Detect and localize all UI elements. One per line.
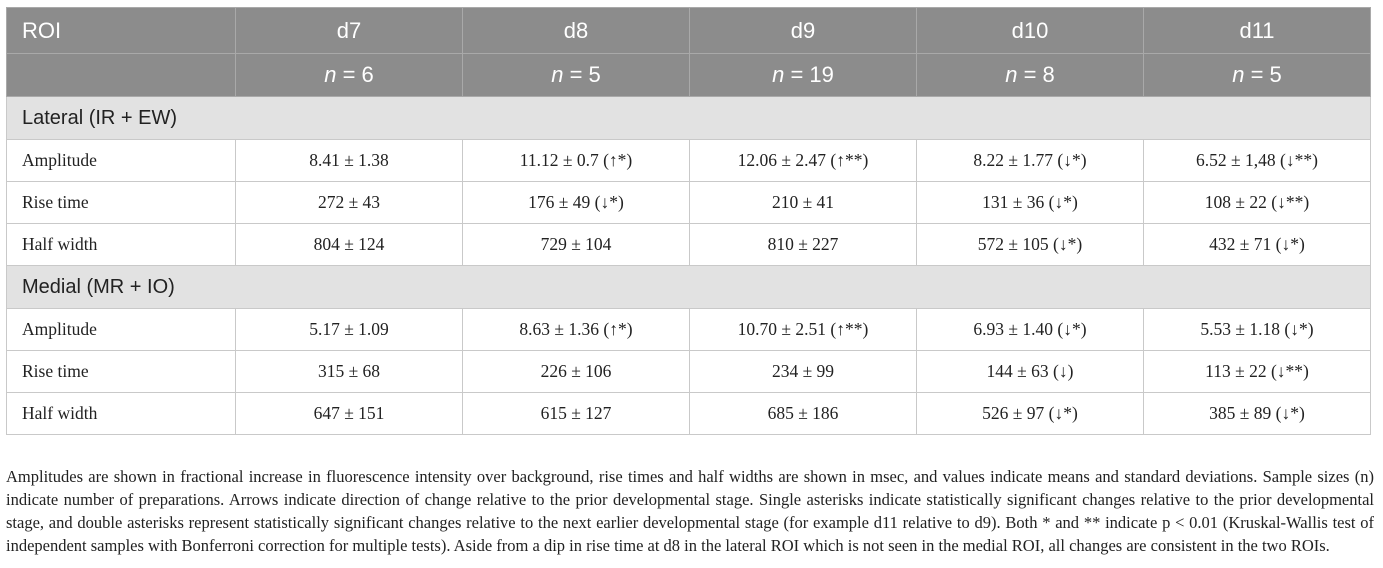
section-title-lateral: Lateral (IR + EW) — [6, 96, 1371, 140]
table-cell: 113 ± 22 (↓**) — [1143, 350, 1371, 393]
table-cell: 10.70 ± 2.51 (↑**) — [689, 308, 917, 351]
table-cell: 526 ± 97 (↓*) — [916, 392, 1144, 435]
table-cell: 272 ± 43 — [235, 181, 463, 224]
table-cell: 176 ± 49 (↓*) — [462, 181, 690, 224]
table-row: Amplitude 5.17 ± 1.09 8.63 ± 1.36 (↑*) 1… — [6, 308, 1371, 351]
table-cell: 804 ± 124 — [235, 223, 463, 266]
header-row-sample-sizes: n = 6 n = 5 n = 19 n = 8 n = 5 — [6, 53, 1371, 97]
table-cell: 226 ± 106 — [462, 350, 690, 393]
table-cell: 8.63 ± 1.36 (↑*) — [462, 308, 690, 351]
header-stage-d10: d10 — [916, 7, 1144, 54]
row-label: Rise time — [6, 350, 236, 393]
header-row-stages: ROI d7 d8 d9 d10 d11 — [6, 7, 1371, 54]
table-cell: 385 ± 89 (↓*) — [1143, 392, 1371, 435]
header-n-d7: n = 6 — [235, 53, 463, 97]
table-row: Rise time 272 ± 43 176 ± 49 (↓*) 210 ± 4… — [6, 181, 1371, 224]
table-cell: 572 ± 105 (↓*) — [916, 223, 1144, 266]
table-cell: 6.93 ± 1.40 (↓*) — [916, 308, 1144, 351]
row-label: Amplitude — [6, 139, 236, 182]
table-cell: 234 ± 99 — [689, 350, 917, 393]
table-cell: 131 ± 36 (↓*) — [916, 181, 1144, 224]
table-cell: 810 ± 227 — [689, 223, 917, 266]
header-stage-d11: d11 — [1143, 7, 1371, 54]
row-label: Amplitude — [6, 308, 236, 351]
header-stage-d9: d9 — [689, 7, 917, 54]
table-cell: 8.41 ± 1.38 — [235, 139, 463, 182]
results-table: ROI d7 d8 d9 d10 d11 n = 6 n = 5 n = 19 … — [6, 7, 1371, 435]
table-cell: 729 ± 104 — [462, 223, 690, 266]
header-empty-cell — [6, 53, 236, 97]
table-row: Half width 804 ± 124 729 ± 104 810 ± 227… — [6, 223, 1371, 266]
header-n-d8: n = 5 — [462, 53, 690, 97]
row-label: Half width — [6, 392, 236, 435]
table-cell: 5.53 ± 1.18 (↓*) — [1143, 308, 1371, 351]
table-cell: 315 ± 68 — [235, 350, 463, 393]
table-cell: 210 ± 41 — [689, 181, 917, 224]
section-row-lateral: Lateral (IR + EW) — [6, 96, 1371, 140]
header-stage-d8: d8 — [462, 7, 690, 54]
row-label: Half width — [6, 223, 236, 266]
table-cell: 615 ± 127 — [462, 392, 690, 435]
table-row: Half width 647 ± 151 615 ± 127 685 ± 186… — [6, 392, 1371, 435]
header-n-d9: n = 19 — [689, 53, 917, 97]
header-roi: ROI — [6, 7, 236, 54]
header-n-d11: n = 5 — [1143, 53, 1371, 97]
table-cell: 432 ± 71 (↓*) — [1143, 223, 1371, 266]
table-row: Amplitude 8.41 ± 1.38 11.12 ± 0.7 (↑*) 1… — [6, 139, 1371, 182]
table-cell: 144 ± 63 (↓) — [916, 350, 1144, 393]
header-stage-d7: d7 — [235, 7, 463, 54]
section-row-medial: Medial (MR + IO) — [6, 265, 1371, 309]
row-label: Rise time — [6, 181, 236, 224]
table-cell: 108 ± 22 (↓**) — [1143, 181, 1371, 224]
table-footnote: Amplitudes are shown in fractional incre… — [6, 466, 1374, 555]
table-cell: 647 ± 151 — [235, 392, 463, 435]
section-title-medial: Medial (MR + IO) — [6, 265, 1371, 309]
table-cell: 11.12 ± 0.7 (↑*) — [462, 139, 690, 182]
table-cell: 6.52 ± 1,48 (↓**) — [1143, 139, 1371, 182]
table-cell: 685 ± 186 — [689, 392, 917, 435]
table-cell: 8.22 ± 1.77 (↓*) — [916, 139, 1144, 182]
table-row: Rise time 315 ± 68 226 ± 106 234 ± 99 14… — [6, 350, 1371, 393]
table-cell: 5.17 ± 1.09 — [235, 308, 463, 351]
header-n-d10: n = 8 — [916, 53, 1144, 97]
table-cell: 12.06 ± 2.47 (↑**) — [689, 139, 917, 182]
